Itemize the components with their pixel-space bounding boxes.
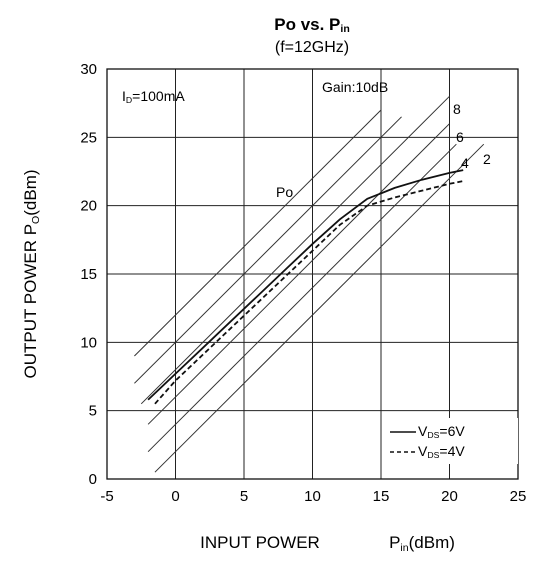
y-tick-label: 5 [89,403,97,420]
y-tick-label: 15 [80,266,97,283]
x-tick-label: -5 [100,488,113,505]
legend-background [384,418,518,464]
gain-line-label: 6 [456,129,464,145]
gain-annotation: Gain:10dB [322,79,388,95]
legend-label: VDS=6V [418,423,465,440]
po-annotation: Po [276,184,293,200]
x-axis-label-main: INPUT POWER [200,533,320,552]
gain-line [154,143,485,473]
x-tick-label: 5 [240,488,248,505]
x-tick-label: 10 [304,488,321,505]
gain-line [134,116,402,384]
legend: VDS=6V VDS=4V [384,418,518,464]
chart-title: Po vs. Pin [274,15,350,35]
x-tick-label: 25 [510,488,527,505]
gain-lines [134,95,485,473]
y-tick-label: 25 [80,129,97,146]
y-tick-label: 0 [89,471,97,488]
x-tick-label: 20 [441,488,458,505]
x-tick-label: 0 [171,488,179,505]
y-tick-label: 20 [80,198,97,215]
y-axis-label: OUTPUT POWER PO(dBm) [21,169,42,378]
legend-label: VDS=4V [418,443,465,460]
x-axis-label: INPUT POWER Pin(dBm) [200,533,455,554]
series-line-vds-6v [147,169,464,401]
annotations: 24 6 8 ID=100mA Gain:10dB Po [122,79,491,200]
gain-line-label: 2 [483,151,491,167]
x-axis-label-unit: Pin(dBm) [389,533,455,554]
gain-line-label: 8 [453,101,461,117]
gain-line [147,143,457,453]
gain-line [147,123,450,425]
chart-subtitle: (f=12GHz) [275,39,349,56]
series-line-vds-4v [154,180,464,405]
series [147,169,464,405]
gain-line [140,95,450,405]
x-tick-label: 15 [373,488,390,505]
gain-line-label: 4 [461,155,469,171]
gain-line [134,109,382,357]
bias-annotation: ID=100mA [122,88,185,105]
plot-frame [106,68,519,480]
y-tick-label: 30 [80,61,97,78]
y-tick-label: 10 [80,334,97,351]
